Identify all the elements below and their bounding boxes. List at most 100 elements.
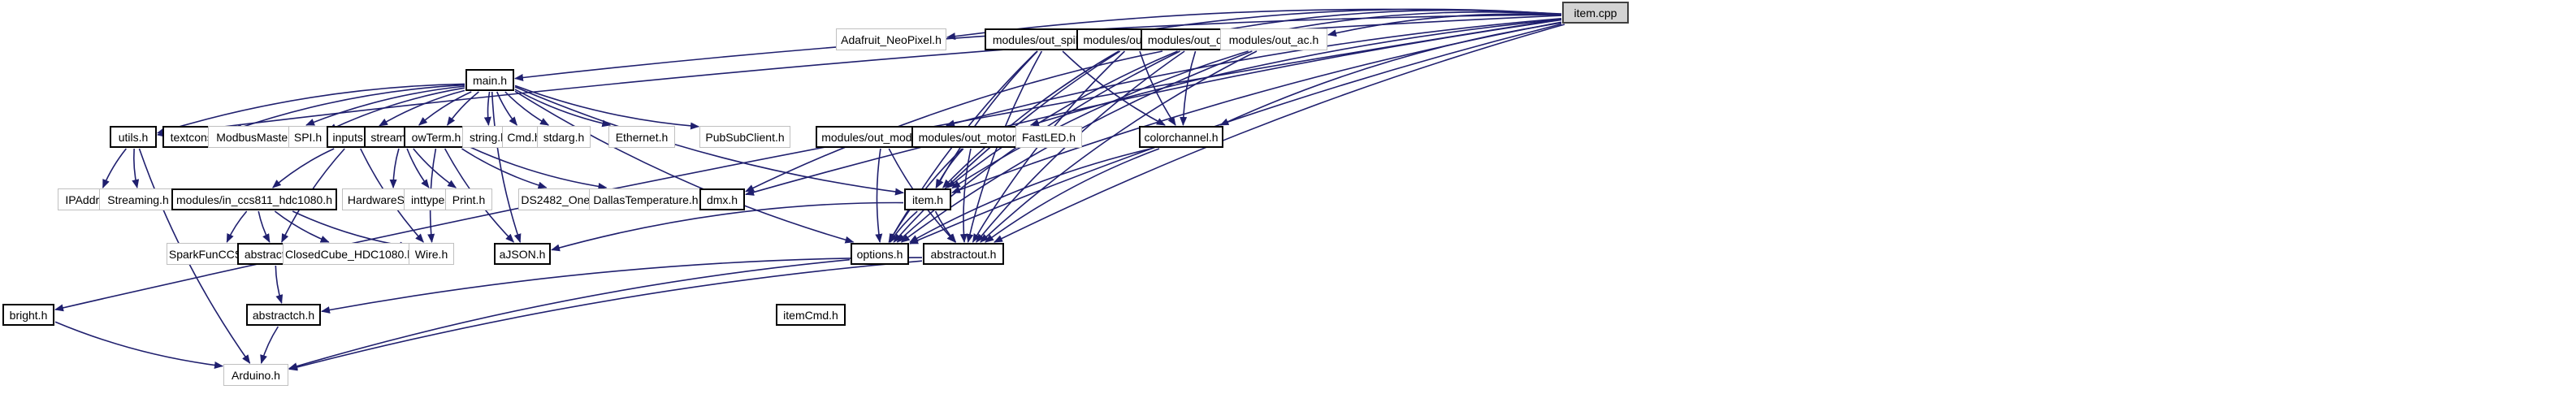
graph-edge: [745, 50, 1163, 193]
graph-node-bright-h[interactable]: bright.h: [2, 304, 54, 326]
graph-node-pubsubclient-h[interactable]: PubSubClient.h: [699, 126, 790, 148]
graph-node-label: Cmd.h: [507, 130, 541, 144]
graph-edge: [959, 148, 972, 243]
graph-node-adafruit-neopixel-h[interactable]: Adafruit_NeoPixel.h: [836, 28, 946, 50]
graph-edge: [469, 146, 608, 190]
graph-edge: [942, 50, 1119, 188]
graph-node-label: dmx.h: [706, 193, 738, 206]
graph-edge: [1180, 50, 1197, 126]
graph-node-print-h[interactable]: Print.h: [445, 188, 492, 210]
graph-edge: [1139, 50, 1176, 126]
graph-node-label: item.cpp: [1574, 6, 1617, 19]
graph-node-label: aJSON.h: [499, 247, 546, 261]
graph-edge: [275, 265, 284, 304]
graph-edge: [514, 89, 612, 128]
graph-node-mod-in-ccs811-h[interactable]: modules/in_ccs811_hdc1080.h: [171, 188, 337, 210]
graph-node-item-h[interactable]: item.h: [904, 188, 951, 210]
graph-edge: [54, 18, 1562, 312]
graph-edge: [274, 210, 330, 243]
graph-node-label: SPI.h: [293, 130, 323, 144]
graph-edge: [985, 148, 1160, 243]
graph-node-label: Print.h: [452, 193, 486, 206]
graph-node-label: Arduino.h: [232, 368, 280, 382]
graph-node-wire-h[interactable]: Wire.h: [409, 243, 454, 265]
graph-edge: [226, 210, 248, 243]
graph-node-label: colorchannel.h: [1144, 130, 1219, 144]
graph-edge: [935, 148, 964, 188]
graph-node-label: owTerm.h: [411, 130, 461, 144]
graph-node-label: utils.h: [118, 130, 149, 144]
graph-node-label: main.h: [472, 73, 508, 87]
graph-node-label: bright.h: [9, 308, 48, 322]
graph-node-label: modules/out_ac.h: [1228, 32, 1319, 46]
graph-edge: [946, 50, 1178, 188]
graph-node-item-cpp[interactable]: item.cpp: [1562, 2, 1629, 24]
graph-edge: [491, 91, 522, 243]
graph-node-label: Streaming.h: [107, 193, 169, 206]
graph-edge: [496, 91, 517, 126]
graph-node-abstractout-h[interactable]: abstractout.h: [923, 243, 1004, 265]
graph-edge: [504, 91, 550, 126]
graph-edge: [260, 326, 279, 364]
graph-edge: [1327, 13, 1562, 37]
graph-edge: [132, 148, 140, 188]
graph-node-main-h[interactable]: main.h: [465, 69, 514, 91]
graph-edge: [934, 210, 957, 243]
graph-edge: [406, 148, 430, 188]
graph-node-dallastemperature-h[interactable]: DallasTemperature.h: [589, 188, 703, 210]
graph-node-label: abstractch.h: [252, 308, 315, 322]
graph-node-stdarg-h[interactable]: stdarg.h: [537, 126, 591, 148]
graph-edge: [461, 148, 548, 189]
graph-edge: [447, 91, 479, 126]
graph-node-label: modules/in_ccs811_hdc1080.h: [176, 193, 332, 206]
graph-node-label: abstractout.h: [930, 247, 997, 261]
graph-edge: [258, 210, 271, 243]
graph-node-abstractch-h[interactable]: abstractch.h: [246, 304, 321, 326]
graph-node-fastled-h[interactable]: FastLED.h: [1015, 126, 1082, 148]
graph-edge: [418, 91, 472, 126]
graph-node-label: DallasTemperature.h: [593, 193, 699, 206]
graph-edge: [951, 50, 1249, 189]
graph-edge: [288, 258, 851, 370]
graph-node-label: options.h: [856, 247, 903, 261]
graph-edge: [233, 84, 465, 131]
graph-edge: [102, 148, 127, 188]
graph-edge: [514, 90, 855, 244]
graph-node-label: Ethernet.h: [615, 130, 669, 144]
graph-node-label: item.h: [911, 193, 944, 206]
graph-node-label: Wire.h: [414, 247, 448, 261]
graph-node-options-h[interactable]: options.h: [851, 243, 909, 265]
graph-node-spi-h[interactable]: SPI.h: [288, 126, 327, 148]
graph-edge: [936, 50, 1038, 188]
graph-node-label: FastLED.h: [1021, 130, 1076, 144]
graph-node-label: PubSubClient.h: [705, 130, 785, 144]
graph-edge: [514, 84, 699, 130]
graph-edge: [483, 91, 491, 126]
graph-node-label: ClosedCube_HDC1080.h: [285, 247, 413, 261]
graph-node-owterm-h[interactable]: owTerm.h: [404, 126, 469, 148]
graph-edge: [54, 321, 223, 369]
graph-edge: [305, 85, 465, 126]
graph-node-ethernet-h[interactable]: Ethernet.h: [608, 126, 675, 148]
graph-edge: [379, 89, 465, 127]
graph-node-streaming-h[interactable]: Streaming.h: [99, 188, 177, 210]
graph-node-dmx-h[interactable]: dmx.h: [699, 188, 745, 210]
graph-node-itemcmd-h[interactable]: itemCmd.h: [776, 304, 846, 326]
graph-node-utils-h[interactable]: utils.h: [110, 126, 157, 148]
graph-node-label: stdarg.h: [543, 130, 585, 144]
graph-node-mod-out-ac-h[interactable]: modules/out_ac.h: [1220, 28, 1327, 50]
graph-edge: [327, 87, 465, 132]
graph-edge: [890, 210, 918, 243]
graph-node-ajson-h[interactable]: aJSON.h: [494, 243, 551, 265]
graph-node-colorchannel-h[interactable]: colorchannel.h: [1139, 126, 1223, 148]
graph-edge: [272, 148, 335, 188]
graph-edge: [875, 148, 883, 243]
graph-node-mod-out-motor-h[interactable]: modules/out_motor.h: [911, 126, 1032, 148]
graph-node-closedcube-h[interactable]: ClosedCube_HDC1080.h: [283, 243, 416, 265]
graph-edge: [389, 148, 400, 188]
graph-edge: [292, 210, 409, 249]
graph-node-label: modules/out_motor.h: [918, 130, 1025, 144]
graph-node-arduino-h[interactable]: Arduino.h: [223, 364, 288, 386]
graph-node-label: Adafruit_NeoPixel.h: [841, 32, 942, 46]
